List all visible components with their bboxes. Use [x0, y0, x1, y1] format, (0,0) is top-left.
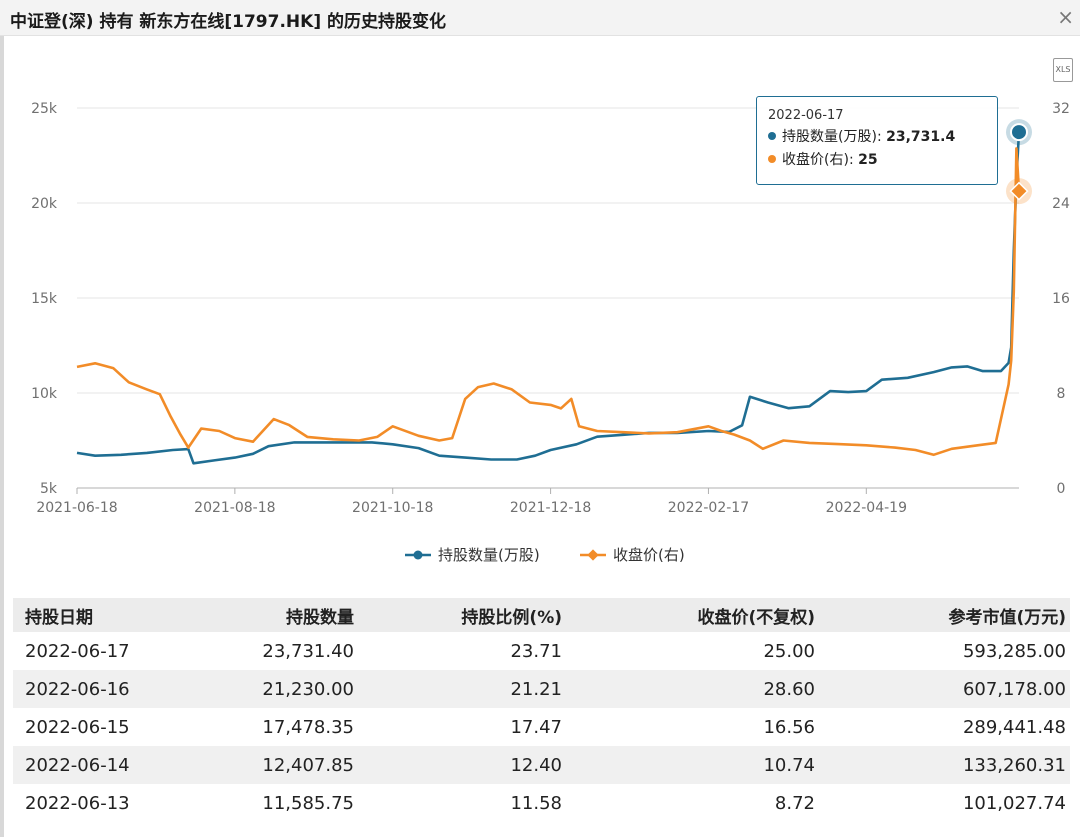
- header-date[interactable]: 持股日期: [13, 598, 189, 632]
- table-row: 2022-06-14 12,407.85 12.40 10.74 133,260…: [13, 746, 1070, 784]
- header-market-value[interactable]: 参考市值(万元): [815, 598, 1070, 632]
- tooltip-price-row: 收盘价(右): 25: [768, 149, 987, 169]
- x-tick-label: 2022-04-19: [826, 500, 907, 516]
- legend-holdings-label: 持股数量(万股): [438, 546, 540, 564]
- y-right-tick-label: 24: [1052, 196, 1070, 212]
- cell-market-value: 289,441.48: [962, 716, 1066, 738]
- table-row: 2022-06-13 11,585.75 11.58 8.72 101,027.…: [13, 784, 1070, 822]
- cell-close-price: 16.56: [763, 716, 815, 738]
- dialog-titlebar: 中证登(深) 持有 新东方在线[1797.HK] 的历史持股变化 ×: [0, 0, 1080, 36]
- cell-date: 2022-06-16: [13, 670, 189, 708]
- x-tick-label: 2021-08-18: [194, 500, 275, 516]
- table-row: 2022-06-15 17,478.35 17.47 16.56 289,441…: [13, 708, 1070, 746]
- cell-market-value: 101,027.74: [962, 792, 1066, 814]
- table-row: 2022-06-16 21,230.00 21.21 28.60 607,178…: [13, 670, 1070, 708]
- y-left-tick-label: 20k: [31, 196, 58, 212]
- price-series-line: [76, 147, 1021, 457]
- x-tick-label: 2021-10-18: [352, 500, 433, 516]
- window-left-edge: [0, 36, 4, 837]
- cell-market-value: 133,260.31: [815, 746, 1070, 784]
- close-icon[interactable]: ×: [1057, 5, 1074, 29]
- cell-date: 2022-06-13: [25, 792, 130, 814]
- tooltip-date: 2022-06-17: [768, 108, 844, 123]
- cell-close-price: 10.74: [562, 746, 815, 784]
- cell-date: 2022-06-15: [25, 716, 130, 738]
- legend-price-marker: [587, 549, 599, 561]
- x-tick-label: 2021-12-18: [510, 500, 591, 516]
- cell-holdings: 21,230.00: [189, 670, 354, 708]
- price-dot-icon: [768, 155, 776, 163]
- cell-holdings: 23,731.40: [262, 640, 354, 662]
- legend-price-label: 收盘价(右): [613, 546, 685, 564]
- holdings-dot-icon: [768, 132, 776, 140]
- cell-ratio: 11.58: [510, 792, 562, 814]
- tooltip-holdings-row: 持股数量(万股): 23,731.4: [768, 126, 987, 146]
- cell-close-price: 8.72: [774, 792, 815, 814]
- cell-holdings: 12,407.85: [189, 746, 354, 784]
- cell-close-price: 25.00: [763, 640, 815, 662]
- tooltip-holdings-value: 23,731.4: [886, 129, 956, 145]
- dialog-title: 中证登(深) 持有 新东方在线[1797.HK] 的历史持股变化: [10, 12, 447, 32]
- header-close-price[interactable]: 收盘价(不复权): [562, 598, 815, 632]
- cell-date: 2022-06-17: [25, 640, 130, 662]
- cell-ratio: 12.40: [354, 746, 562, 784]
- y-left-tick-label: 15k: [31, 291, 58, 307]
- tooltip-holdings-label: 持股数量(万股): [782, 129, 877, 145]
- y-right-tick-label: 8: [1057, 386, 1066, 402]
- y-right-tick-label: 0: [1057, 481, 1066, 497]
- cell-date: 2022-06-14: [13, 746, 189, 784]
- y-left-tick-label: 10k: [31, 386, 58, 402]
- export-xls-icon[interactable]: XLS: [1053, 58, 1073, 82]
- holdings-table: 持股日期 持股数量 持股比例(%) 收盘价(不复权) 参考市值(万元) 2022…: [13, 598, 1070, 822]
- cell-ratio: 21.21: [354, 670, 562, 708]
- holdings-highlight-point: [1010, 123, 1028, 142]
- holdings-chart: 5k 0 10k 8 15k 16 20k 24 25k 32 2021-06-18 2021-08-…: [31, 101, 1070, 564]
- cell-holdings: 17,478.35: [262, 716, 354, 738]
- header-holdings[interactable]: 持股数量: [189, 598, 354, 632]
- cell-market-value: 593,285.00: [962, 640, 1066, 662]
- cell-holdings: 11,585.75: [262, 792, 354, 814]
- legend-holdings-marker: [413, 550, 423, 560]
- table-header-row: 持股日期 持股数量 持股比例(%) 收盘价(不复权) 参考市值(万元): [13, 598, 1070, 632]
- header-ratio[interactable]: 持股比例(%): [354, 598, 562, 632]
- tooltip-price-value: 25: [858, 152, 878, 168]
- x-tick-label: 2021-06-18: [36, 500, 117, 516]
- table-row: 2022-06-17 23,731.40 23.71 25.00 593,285…: [13, 632, 1070, 670]
- y-left-tick-label: 25k: [31, 101, 58, 117]
- cell-market-value: 607,178.00: [815, 670, 1070, 708]
- tooltip-price-label: 收盘价(右): [782, 152, 849, 168]
- y-left-tick-label: 5k: [40, 481, 58, 497]
- x-tick-label: 2022-02-17: [668, 500, 749, 516]
- y-right-tick-label: 32: [1052, 101, 1070, 117]
- chart-tooltip: 2022-06-17 持股数量(万股): 23,731.4 收盘价(右): 25: [756, 96, 998, 185]
- cell-ratio: 17.47: [510, 716, 562, 738]
- cell-ratio: 23.71: [510, 640, 562, 662]
- price-highlight-point: [1009, 181, 1029, 201]
- y-right-tick-label: 16: [1052, 291, 1070, 307]
- holdings-series-line: [76, 132, 1021, 465]
- cell-close-price: 28.60: [562, 670, 815, 708]
